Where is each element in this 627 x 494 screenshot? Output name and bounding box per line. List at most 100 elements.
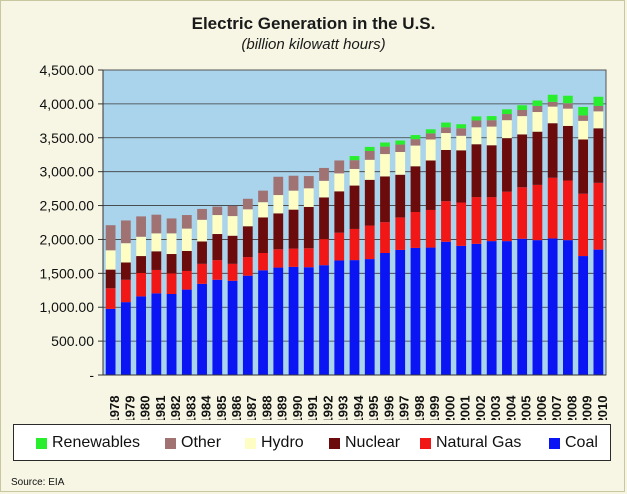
x-tick-label: 2003 bbox=[488, 396, 503, 420]
bar-other-1996 bbox=[380, 146, 390, 155]
bar-natural-gas-2004 bbox=[502, 191, 512, 242]
bar-nuclear-1986 bbox=[227, 235, 238, 264]
legend-item-hydro: Hydro bbox=[245, 434, 304, 452]
legend-label: Hydro bbox=[261, 434, 304, 451]
bar-natural-gas-1994 bbox=[349, 228, 360, 261]
bar-nuclear-1978 bbox=[105, 269, 116, 289]
bar-coal-1987 bbox=[242, 275, 253, 375]
bar-natural-gas-1995 bbox=[364, 225, 375, 260]
bar-nuclear-2009 bbox=[578, 139, 589, 194]
x-tick-label: 1988 bbox=[259, 396, 274, 420]
x-tick-label: 2010 bbox=[595, 396, 610, 420]
bar-other-1999 bbox=[425, 133, 436, 140]
legend-swatch bbox=[36, 437, 47, 449]
bar-renewables-2003 bbox=[486, 116, 497, 121]
x-tick-label: 1978 bbox=[107, 396, 122, 420]
bar-hydro-1987 bbox=[242, 209, 253, 227]
bar-hydro-2001 bbox=[456, 135, 467, 151]
x-tick-label: 1980 bbox=[138, 396, 153, 420]
y-tick-label: 4,500.00 bbox=[40, 62, 95, 78]
bar-other-2005 bbox=[517, 109, 528, 117]
x-tick-label: 1986 bbox=[229, 396, 244, 420]
bar-hydro-1993 bbox=[334, 173, 345, 192]
bar-nuclear-2006 bbox=[532, 131, 543, 185]
bar-coal-1984 bbox=[197, 283, 207, 375]
bar-natural-gas-1998 bbox=[410, 211, 421, 248]
x-tick-label: 1982 bbox=[168, 396, 183, 420]
bar-natural-gas-2008 bbox=[563, 180, 573, 241]
bar-hydro-1995 bbox=[364, 159, 375, 180]
bar-nuclear-2004 bbox=[502, 138, 512, 192]
bar-natural-gas-2006 bbox=[532, 184, 543, 241]
x-tick-label: 2007 bbox=[549, 396, 564, 420]
x-tick-label: 1998 bbox=[412, 396, 427, 420]
bar-other-1984 bbox=[197, 208, 207, 220]
bar-natural-gas-1989 bbox=[273, 249, 284, 268]
bar-coal-1997 bbox=[395, 249, 406, 375]
bar-coal-1978 bbox=[105, 308, 116, 375]
bar-nuclear-1983 bbox=[181, 250, 192, 271]
legend-label: Coal bbox=[565, 434, 598, 451]
bar-renewables-1996 bbox=[380, 142, 390, 147]
bar-natural-gas-2001 bbox=[456, 202, 467, 246]
bar-natural-gas-2000 bbox=[441, 201, 451, 242]
bar-renewables-2004 bbox=[502, 109, 512, 115]
bar-coal-1983 bbox=[181, 289, 192, 375]
bar-nuclear-1997 bbox=[395, 174, 406, 218]
bar-other-1979 bbox=[120, 220, 131, 244]
bar-other-1983 bbox=[181, 215, 192, 229]
y-tick-label: 3,500.00 bbox=[40, 130, 95, 146]
x-tick-label: 2006 bbox=[534, 396, 549, 420]
bar-other-1982 bbox=[166, 218, 177, 234]
bar-coal-2001 bbox=[456, 245, 467, 375]
bar-natural-gas-1978 bbox=[105, 288, 116, 309]
bar-renewables-1995 bbox=[364, 146, 375, 151]
legend-swatch bbox=[329, 437, 340, 449]
bar-natural-gas-1991 bbox=[303, 248, 314, 268]
bar-coal-2005 bbox=[517, 238, 528, 375]
bar-nuclear-1982 bbox=[166, 254, 177, 274]
legend-item-coal: Coal bbox=[549, 434, 598, 452]
bar-natural-gas-1981 bbox=[151, 269, 162, 294]
bar-other-1978 bbox=[105, 225, 116, 251]
bar-other-1991 bbox=[303, 176, 314, 189]
bar-nuclear-1980 bbox=[136, 256, 146, 273]
bar-other-1981 bbox=[151, 214, 162, 234]
bar-natural-gas-1986 bbox=[227, 263, 238, 281]
bar-hydro-1998 bbox=[410, 145, 421, 167]
bar-hydro-2006 bbox=[532, 112, 543, 132]
legend-swatch bbox=[245, 437, 256, 449]
bar-hydro-1984 bbox=[197, 219, 207, 242]
bar-hydro-2004 bbox=[502, 120, 512, 139]
bar-hydro-1986 bbox=[227, 216, 238, 236]
bar-nuclear-1981 bbox=[151, 251, 162, 270]
bar-nuclear-2003 bbox=[486, 145, 497, 198]
bar-other-1998 bbox=[410, 139, 421, 146]
bar-coal-1979 bbox=[120, 302, 131, 375]
legend-swatch bbox=[165, 437, 176, 449]
bar-renewables-1999 bbox=[425, 129, 436, 134]
x-tick-label: 2001 bbox=[458, 396, 473, 420]
legend-item-natural-gas: Natural Gas bbox=[420, 434, 521, 452]
x-tick-label: 1990 bbox=[290, 396, 305, 420]
x-tick-label: 1995 bbox=[366, 396, 381, 420]
bar-nuclear-1993 bbox=[334, 191, 345, 233]
x-tick-label: 1991 bbox=[305, 396, 320, 420]
bar-other-1995 bbox=[364, 150, 375, 160]
bar-hydro-1980 bbox=[136, 236, 146, 257]
bar-renewables-2009 bbox=[578, 106, 589, 116]
bar-coal-1982 bbox=[166, 294, 177, 375]
y-tick-label: 1,500.00 bbox=[40, 265, 95, 281]
legend-label: Nuclear bbox=[345, 434, 401, 451]
bar-nuclear-2005 bbox=[517, 134, 528, 188]
x-tick-label: 1979 bbox=[122, 396, 137, 420]
bar-other-1986 bbox=[227, 205, 238, 217]
bar-renewables-2000 bbox=[441, 122, 451, 128]
bar-other-2007 bbox=[547, 101, 558, 107]
bar-natural-gas-1979 bbox=[120, 279, 131, 303]
bar-natural-gas-1990 bbox=[288, 248, 299, 267]
x-tick-label: 1992 bbox=[320, 396, 335, 420]
x-tick-label: 1997 bbox=[397, 396, 412, 420]
chart-area: - 500.00 1,000.00 1,500.00 2,000.00 2,500.00 3… bbox=[40, 62, 610, 420]
